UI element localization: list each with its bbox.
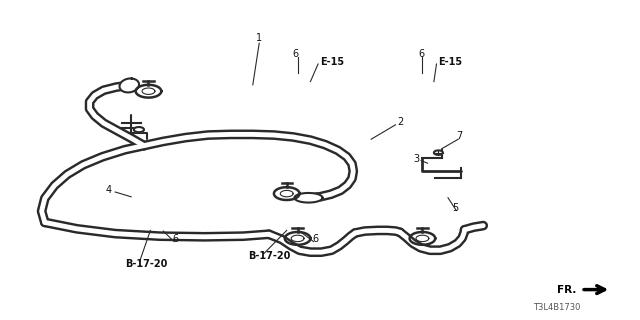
Text: 3: 3 (413, 154, 419, 164)
Text: 6: 6 (292, 49, 299, 59)
Text: B-17-20: B-17-20 (248, 251, 291, 261)
Text: 7: 7 (456, 131, 463, 141)
Text: E-15: E-15 (438, 57, 463, 67)
Text: 2: 2 (397, 116, 403, 127)
Text: 6: 6 (418, 49, 424, 59)
Text: 4: 4 (106, 185, 112, 196)
Text: 6: 6 (312, 234, 319, 244)
Text: T3L4B1730: T3L4B1730 (533, 303, 580, 312)
Polygon shape (120, 78, 139, 92)
Circle shape (134, 127, 144, 132)
Text: 6: 6 (173, 234, 179, 244)
Polygon shape (294, 193, 323, 203)
Text: 1: 1 (256, 33, 262, 44)
Text: 5: 5 (452, 203, 459, 213)
Text: FR.: FR. (557, 284, 576, 295)
Text: E-15: E-15 (320, 57, 344, 67)
Text: B-17-20: B-17-20 (125, 259, 167, 269)
Circle shape (434, 150, 443, 155)
